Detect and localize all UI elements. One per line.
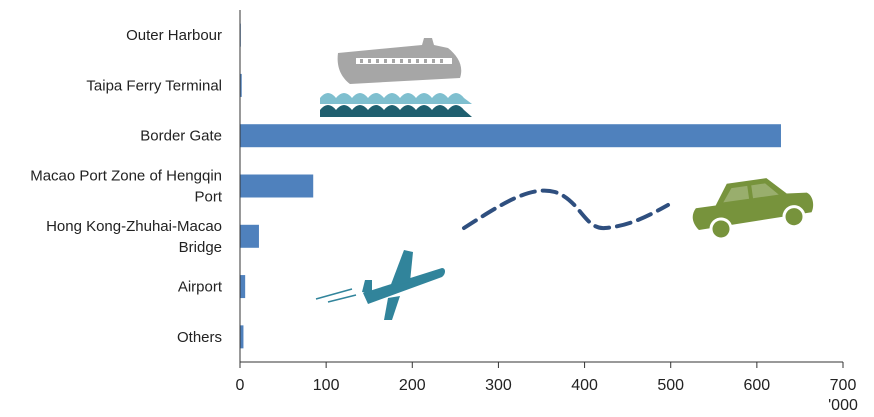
bar-4 bbox=[240, 224, 259, 248]
x-tick-label-0: 0 bbox=[236, 377, 245, 394]
x-tick-label-4: 400 bbox=[571, 377, 598, 394]
x-tick-label-6: 600 bbox=[744, 377, 771, 394]
category-label-2: Border Gate bbox=[140, 128, 222, 145]
category-label-1: Taipa Ferry Terminal bbox=[86, 77, 222, 94]
x-tick-label-1: 100 bbox=[313, 377, 340, 394]
x-axis: 0 100 200 300 400 500 600 700 '000 bbox=[236, 10, 858, 414]
bar-2 bbox=[240, 124, 781, 148]
category-label-4: Hong Kong-Zhuhai-Macao Bridge bbox=[46, 218, 222, 256]
category-label-3: Macao Port Zone of Hengqin Port bbox=[30, 168, 223, 206]
x-unit-label: '000 bbox=[828, 397, 858, 414]
category-label-6: Others bbox=[177, 329, 222, 346]
x-tick-label-2: 200 bbox=[399, 377, 426, 394]
airplane-icon bbox=[315, 250, 445, 320]
category-label-0: Outer Harbour bbox=[126, 27, 222, 44]
x-tick-label-3: 300 bbox=[485, 377, 512, 394]
ferry-icon bbox=[320, 38, 472, 117]
x-tick-label-7: 700 bbox=[830, 377, 857, 394]
bar-3 bbox=[240, 174, 314, 198]
car-icon bbox=[692, 178, 814, 241]
bars-group bbox=[240, 23, 781, 349]
category-labels: Outer Harbour Taipa Ferry Terminal Border … bbox=[30, 27, 223, 346]
x-tick-label-5: 500 bbox=[657, 377, 684, 394]
travel-path bbox=[462, 188, 670, 231]
category-label-5: Airport bbox=[178, 279, 223, 296]
bar-6 bbox=[240, 325, 244, 349]
bar-5 bbox=[240, 275, 246, 299]
bar-1 bbox=[240, 73, 242, 97]
